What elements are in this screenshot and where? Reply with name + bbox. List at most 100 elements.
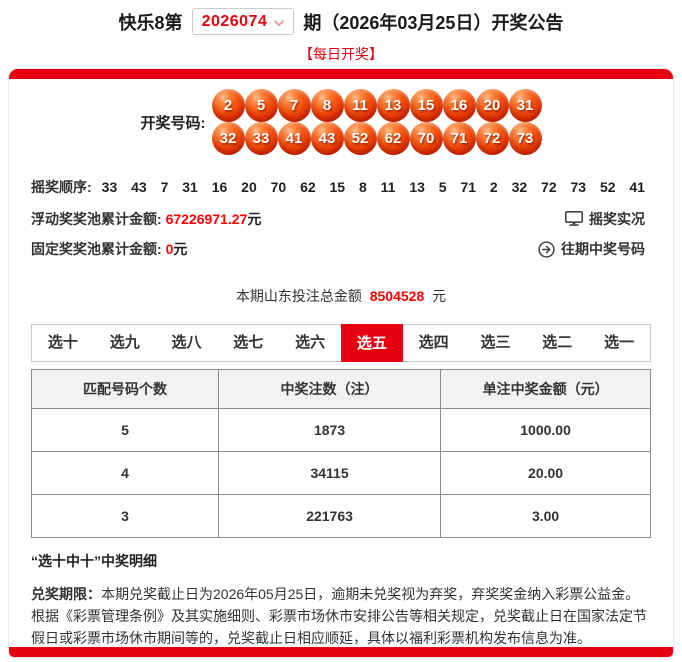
draw-order-number: 52: [599, 179, 616, 195]
prize-table-body: 5 1873 1000.00 4 34115 20.00 3 221763 3.…: [31, 408, 651, 538]
draw-order-number: 43: [131, 179, 147, 195]
prize-table-row: 4 34115 20.00: [31, 451, 651, 495]
pick-tab[interactable]: 选四: [418, 334, 449, 351]
match-count-cell: 4: [31, 451, 219, 495]
draw-order-number: 32: [511, 179, 528, 195]
page-title: 快乐8第 2026074 期（2026年03月25日）开奖公告: [119, 8, 564, 35]
deadline-paragraph: 兑奖期限：本期兑奖截止日为2026年05月25日，逾期未兑奖视为弃奖，弃奖奖金纳…: [31, 583, 651, 649]
draw-order-number: 20: [241, 179, 257, 195]
floating-pool-unit: 元: [247, 211, 262, 227]
draw-order-number: 16: [211, 179, 228, 195]
monitor-icon: [565, 211, 583, 227]
draw-order-number: 70: [270, 179, 287, 195]
floating-pool-row: 浮动奖奖池累计金额: 67226971.27元 摇奖实况: [31, 209, 645, 229]
total-bet-line: 本期山东投注总金额 8504528 元: [9, 286, 673, 306]
fixed-pool-unit: 元: [173, 241, 188, 257]
pick-tab[interactable]: 选九: [109, 334, 140, 351]
draw-schedule-note: 【每日开奖】: [299, 46, 383, 62]
prize-amount-cell: 20.00: [440, 451, 651, 495]
draw-order-number: 72: [541, 179, 557, 195]
chevron-down-icon: [274, 11, 285, 32]
fixed-pool-label: 固定奖奖池累计金额:: [31, 241, 162, 257]
draw-order-number: 62: [300, 179, 316, 195]
draw-order-number: 11: [380, 179, 396, 195]
match-count-cell: 3: [31, 494, 219, 538]
page-header: 快乐8第 2026074 期（2026年03月25日）开奖公告 【每日开奖】: [0, 8, 682, 64]
pick-tab[interactable]: 选三: [480, 334, 511, 351]
lottery-ball: 62: [376, 122, 410, 155]
winning-numbers-label: 开奖号码:: [140, 114, 206, 132]
pick-tab[interactable]: 选七: [233, 334, 264, 351]
winners-count-cell: 221763: [217, 494, 442, 538]
draw-order-number: 7: [160, 179, 169, 195]
lottery-ball: 16: [442, 89, 476, 122]
pick-tab[interactable]: 选十: [47, 334, 78, 351]
draw-order-label: 摇奖顺序:: [31, 179, 92, 195]
ball-row-2: 32 33 41 43 52 62 70 71 72 73: [211, 122, 542, 155]
lottery-ball: 13: [376, 89, 410, 122]
prize-amount-cell: 1000.00: [440, 408, 651, 452]
past-numbers-label: 往期中奖号码: [561, 241, 645, 257]
total-bet-unit: 元: [432, 288, 447, 304]
lottery-ball: 15: [409, 89, 443, 122]
deadline-text: 本期兑奖截止日为2026年05月25日，逾期未兑奖视为弃奖，弃奖奖金纳入彩票公益…: [31, 586, 647, 646]
floating-pool-value: 67226971.27: [165, 211, 248, 227]
lottery-ball: 52: [343, 122, 377, 155]
pick-tab[interactable]: 选八: [171, 334, 202, 351]
deadline-label: 兑奖期限：: [31, 586, 101, 602]
lottery-ball: 31: [508, 89, 542, 122]
prize-table-row: 3 221763 3.00: [31, 494, 651, 538]
pick-tab[interactable]: 选六: [295, 334, 326, 351]
lottery-ball: 71: [442, 122, 476, 155]
pick-tab[interactable]: 选一: [604, 334, 635, 351]
top-accent-bar: [9, 69, 673, 79]
title-suffix: 期（2026年03月25日）开奖公告: [303, 12, 564, 33]
total-bet-value: 8504528: [369, 288, 425, 304]
winners-count-cell: 34115: [217, 451, 442, 495]
winners-count-cell: 1873: [217, 408, 442, 452]
live-draw-label: 摇奖实况: [589, 211, 645, 227]
prize-table-header-row: 匹配号码个数 中奖注数（注） 单注中奖金额（元）: [31, 369, 651, 409]
prize-table-row: 5 1873 1000.00: [31, 408, 651, 452]
lottery-ball: 8: [310, 89, 344, 122]
lottery-ball: 70: [409, 122, 443, 155]
past-numbers-link[interactable]: 往期中奖号码: [538, 239, 645, 259]
draw-order-number: 13: [409, 179, 425, 195]
lottery-ball: 72: [475, 122, 509, 155]
fixed-pool-row: 固定奖奖池累计金额: 0元 往期中奖号码: [31, 239, 645, 259]
ball-row-1: 2 5 7 8 11 13 15 16 20 31: [211, 89, 542, 122]
prize-table-header-cell: 单注中奖金额（元）: [440, 369, 651, 409]
match-count-cell: 5: [31, 408, 219, 452]
draw-order-number: 15: [329, 179, 346, 195]
floating-pool: 浮动奖奖池累计金额: 67226971.27元: [31, 209, 261, 229]
draw-order-number: 41: [629, 179, 645, 195]
issue-dropdown[interactable]: 2026074: [191, 8, 295, 35]
fixed-pool: 固定奖奖池累计金额: 0元: [31, 239, 187, 259]
lottery-ball: 33: [244, 122, 278, 155]
lottery-ball: 11: [343, 89, 377, 122]
total-bet-label: 本期山东投注总金额: [235, 288, 362, 304]
prize-table-header-cell: 匹配号码个数: [31, 369, 219, 409]
lottery-ball: 5: [244, 89, 278, 122]
draw-order-numbers: 33 43 7 31 16 20 70 62 15 8 11 13 5 71 2 32 72 73 52 41: [102, 179, 645, 195]
live-draw-link[interactable]: 摇奖实况: [565, 209, 645, 229]
issue-number: 2026074: [201, 12, 268, 30]
bottom-accent-bar: [9, 647, 673, 657]
arrow-circle-icon: [538, 240, 555, 258]
winning-numbers-section: 开奖号码: 2 5 7 8 11 13 15 16 20 31 32 33 41 43 52 62 70 71 7…: [9, 89, 673, 155]
lottery-ball: 2: [211, 89, 245, 122]
pick-tab[interactable]: 选五: [340, 324, 403, 362]
pick-tab[interactable]: 选二: [542, 334, 573, 351]
draw-order-number: 73: [570, 179, 587, 195]
fixed-pool-value: 0: [165, 241, 174, 257]
draw-order-number: 5: [438, 179, 447, 195]
lottery-ball: 20: [475, 89, 509, 122]
lottery-ball: 43: [310, 122, 344, 155]
pick-tabs: 选十 选九 选八 选七 选六 选五 选四 选三 选二 选一: [31, 324, 651, 362]
lottery-ball: 73: [508, 122, 542, 155]
draw-order-number: 71: [460, 179, 477, 195]
prize-amount-cell: 3.00: [440, 494, 651, 538]
ball-grid: 2 5 7 8 11 13 15 16 20 31 32 33 41 43 52 62 70 71 72 73: [211, 89, 542, 155]
detail-note: “选十中十”中奖明细: [31, 553, 157, 569]
prize-table-header-cell: 中奖注数（注）: [217, 369, 442, 409]
